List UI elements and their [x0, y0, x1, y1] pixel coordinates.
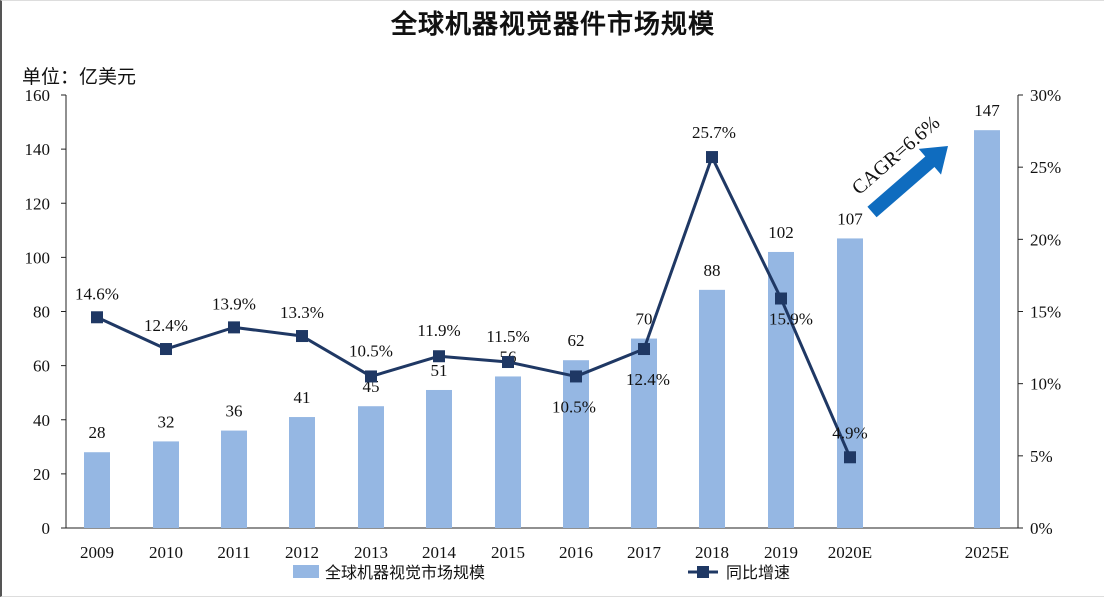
growth-marker: [638, 343, 650, 356]
y-left-tick-label: 40: [33, 411, 50, 430]
x-tick-label: 2015: [491, 543, 525, 562]
growth-value-label: 25.7%: [692, 123, 736, 142]
bar-value-label: 70: [636, 310, 653, 329]
growth-marker: [844, 451, 856, 464]
x-tick-label: 2019: [764, 543, 798, 562]
growth-value-label: 15.9%: [769, 310, 813, 329]
x-tick-label: 2013: [354, 543, 388, 562]
x-tick-label: 2012: [285, 543, 319, 562]
y-left-tick-label: 0: [42, 519, 51, 538]
growth-marker: [228, 321, 240, 334]
bar: [289, 417, 315, 528]
y-right-tick-label: 5%: [1030, 447, 1053, 466]
bar-value-label: 36: [226, 402, 243, 421]
growth-marker: [502, 356, 514, 369]
growth-value-label: 13.3%: [280, 303, 324, 322]
growth-marker: [160, 343, 172, 356]
growth-value-label: 12.4%: [626, 370, 670, 389]
bar: [837, 238, 863, 528]
growth-value-label: 11.9%: [417, 321, 460, 340]
growth-marker: [570, 370, 582, 383]
growth-marker: [706, 151, 718, 164]
bar: [426, 389, 452, 528]
bar-value-label: 32: [158, 412, 175, 431]
growth-value-label: 11.5%: [486, 327, 529, 346]
bar: [221, 430, 247, 528]
y-left-tick-label: 160: [25, 86, 51, 105]
x-tick-label: 2010: [149, 543, 183, 562]
x-tick-label: 2018: [695, 543, 729, 562]
bar-value-label: 102: [768, 223, 794, 242]
bar-value-label: 88: [704, 261, 721, 280]
y-left-tick-label: 140: [25, 140, 51, 159]
unit-label: 单位：亿美元: [22, 66, 137, 88]
growth-marker: [365, 370, 377, 383]
bar: [358, 406, 384, 528]
bar: [563, 360, 589, 528]
bar: [84, 452, 110, 528]
y-left-tick-label: 80: [33, 303, 50, 322]
bar-value-label: 28: [89, 423, 106, 442]
y-right-tick-label: 10%: [1030, 375, 1061, 394]
bar-value-label: 147: [974, 101, 1000, 120]
x-tick-label: 2017: [627, 543, 662, 562]
growth-value-label: 14.6%: [75, 284, 119, 303]
bar: [631, 338, 657, 528]
legend-line-label: 同比增速: [726, 563, 790, 582]
y-right-tick-label: 15%: [1030, 303, 1061, 322]
growth-value-label: 12.4%: [144, 316, 188, 335]
growth-value-label: 10.5%: [552, 397, 596, 416]
cagr-arrow-icon: [867, 145, 949, 218]
x-tick-label: 2014: [422, 543, 457, 562]
growth-line: [96, 155, 852, 458]
y-right-tick-label: 0%: [1030, 519, 1053, 538]
legend-line-marker: [697, 566, 709, 578]
growth-marker: [91, 311, 103, 324]
y-right-tick-label: 20%: [1030, 230, 1061, 249]
x-tick-label: 2025E: [965, 543, 1009, 562]
legend-bar-label: 全球机器视觉市场规模: [325, 563, 485, 582]
bar: [699, 289, 725, 528]
growth-value-label: 4.9%: [832, 423, 867, 442]
bar: [974, 130, 1000, 528]
cagr-arrow-shape: [867, 145, 949, 218]
bar-value-label: 62: [568, 331, 585, 350]
growth-value-label: 10.5%: [349, 341, 393, 360]
x-tick-label: 2020E: [828, 543, 872, 562]
bar-value-label: 107: [837, 209, 863, 228]
bar: [153, 441, 179, 528]
chart-title: 全球机器视觉器件市场规模: [390, 10, 715, 40]
growth-marker: [296, 330, 308, 343]
x-tick-label: 2011: [217, 543, 250, 562]
y-right-tick-label: 30%: [1030, 86, 1061, 105]
growth-marker: [433, 350, 445, 363]
y-left-tick-label: 60: [33, 357, 50, 376]
y-left-tick-label: 100: [25, 248, 51, 267]
growth-marker: [775, 292, 787, 305]
y-left-tick-label: 20: [33, 465, 50, 484]
x-tick-label: 2016: [559, 543, 593, 562]
growth-value-label: 13.9%: [212, 294, 256, 313]
x-tick-label: 2009: [80, 543, 114, 562]
y-right-tick-label: 25%: [1030, 158, 1061, 177]
legend-bar-swatch: [293, 565, 319, 578]
y-left-tick-label: 120: [25, 194, 51, 213]
bar-value-label: 41: [294, 388, 311, 407]
bar-value-label: 51: [431, 361, 448, 380]
bar: [495, 376, 521, 528]
